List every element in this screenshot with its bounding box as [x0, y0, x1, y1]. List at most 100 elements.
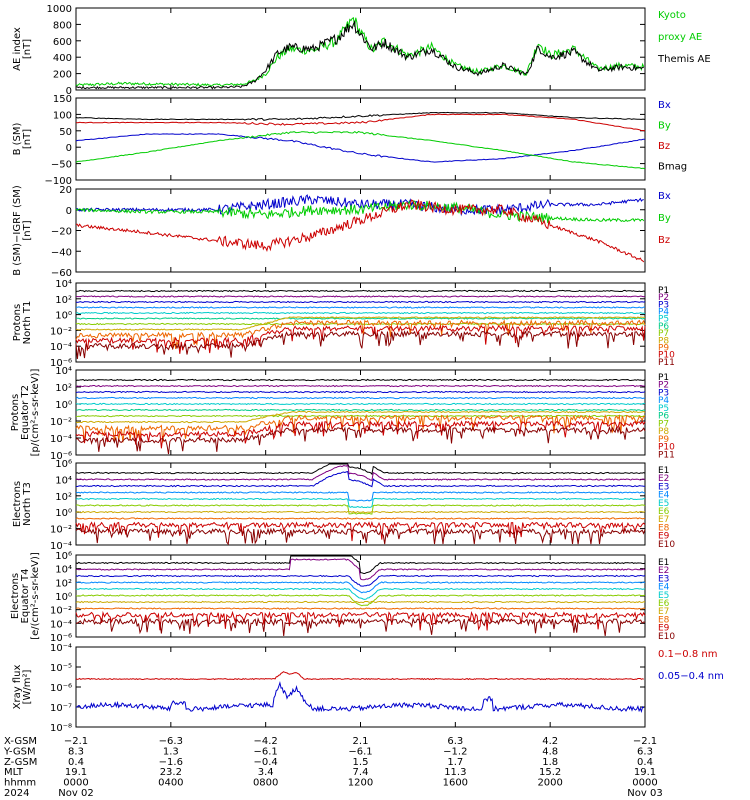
panel-et4: 10⁶ 10⁴ 10² 10⁰ 10⁻² 10⁻⁴ 10⁻⁶ Electrons Equator…	[10, 551, 675, 644]
flux-channel-line	[75, 295, 646, 298]
legend-entry: P6	[658, 412, 669, 422]
y-tick-label: 10²	[55, 295, 72, 306]
y-tick-label: 10⁴	[55, 366, 72, 377]
panel-pt2: 10⁴ 10² 10⁰ 10⁻² 10⁻⁴ 10⁻⁶ Protons Equator T2 [p…	[10, 366, 675, 462]
flux-channel-line	[75, 408, 646, 412]
orbit-cell: 6.3	[447, 736, 463, 747]
legend-entry: P2	[658, 293, 669, 303]
y-tick-label: 150	[53, 94, 72, 105]
orbit-cell: −1.6	[159, 757, 183, 768]
y-tick-label: −100	[45, 176, 72, 187]
orbit-cell: 0.4	[68, 757, 84, 768]
y-tick-label: 10⁻⁶	[50, 358, 72, 369]
y-tick-label: 10⁻⁷	[50, 703, 72, 714]
orbit-cell: −6.1	[348, 746, 372, 757]
series-b-sm-bmag	[75, 111, 646, 121]
y-tick-label: 10⁻⁴	[50, 434, 72, 445]
legend-entry: E2	[658, 474, 669, 484]
y-tick-label: 10⁻⁴	[50, 643, 72, 654]
flux-channel-line	[75, 419, 646, 449]
xray-long-line	[75, 671, 644, 681]
orbit-cell: 1600	[443, 778, 468, 789]
y-tick-label: 10⁴	[55, 279, 72, 290]
orbit-cell: 0400	[158, 778, 183, 789]
flux-channel-line	[75, 463, 646, 476]
legend-entry: P10	[658, 443, 675, 453]
legend-entry: E3	[658, 482, 669, 492]
series-b-igrf-bz	[76, 198, 645, 263]
legend-entry: E6	[658, 507, 670, 517]
flux-channel-line	[75, 517, 646, 520]
legend-entry: E8	[658, 523, 670, 533]
series-b-sm-bz	[75, 113, 646, 132]
flux-channel-line	[75, 318, 646, 350]
flux-channel-line	[75, 491, 646, 502]
flux-channel-line	[75, 510, 646, 514]
y-axis-label: Equator T4	[20, 569, 31, 624]
panel-xray: 10⁻⁴ 10⁻⁵ 10⁻⁶ 10⁻⁷ 10⁻⁸ Xray flux [W/m²] 0.1−0…	[12, 643, 724, 734]
orbit-cell: 4.8	[542, 746, 558, 757]
legend-entry: E10	[658, 540, 675, 550]
y-tick-label: 10⁴	[55, 475, 72, 486]
panel-ae: 1000 800 600 400 200 0 AE index [nT] Kyoto proxy …	[12, 4, 711, 97]
legend-entry: P11	[658, 450, 675, 460]
flux-channel-line	[75, 617, 646, 637]
flux-channel-line	[75, 497, 646, 509]
orbit-row-label: 2024	[4, 788, 29, 799]
legend-entry: E2	[658, 566, 669, 576]
orbit-cell: −6.3	[159, 736, 183, 747]
orbit-cell: −2.1	[64, 736, 88, 747]
series-b-sm-by	[75, 130, 646, 170]
y-axis-label: Protons	[12, 304, 23, 341]
legend-entry: P4	[658, 308, 669, 318]
y-axis-label: Protons	[10, 394, 21, 431]
orbit-cell: 1200	[348, 778, 373, 789]
legend-entry: E9	[658, 532, 670, 542]
legend-entry: P7	[658, 329, 669, 339]
flux-channels	[75, 378, 646, 455]
orbit-cell: 2000	[537, 778, 562, 789]
flux-channel-line	[75, 384, 646, 388]
orbit-cell: 11.3	[444, 767, 466, 778]
y-tick-label: 10⁻⁴	[50, 342, 72, 353]
orbit-cell: 15.2	[539, 767, 561, 778]
y-axis-label: [e/(cm²-s-sr-keV)]	[30, 552, 41, 640]
orbit-cell: 0000	[63, 778, 88, 789]
y-tick-label: 50	[59, 127, 72, 138]
flux-channels	[75, 555, 646, 637]
y-tick-label: 10²	[55, 578, 72, 589]
y-axis-label: [nT]	[22, 39, 33, 59]
legend-entry: Bz	[658, 235, 670, 246]
y-tick-label: −60	[51, 268, 72, 279]
flux-channel-line	[76, 471, 645, 488]
orbit-cell: 2.1	[353, 736, 369, 747]
y-tick-label: 10⁴	[55, 565, 72, 576]
flux-channel-line	[75, 316, 646, 331]
legend-entry: P3	[658, 300, 669, 310]
y-axis-label: Electrons	[10, 573, 21, 619]
legend-entry: P7	[658, 419, 669, 429]
series-b-sm-bx	[75, 133, 646, 163]
y-axis-label: [nT]	[22, 129, 33, 149]
panel-bsm: 150 100 50 0 −50 −100 B (SM) [nT] Bx By Bz Bmag	[12, 94, 687, 187]
legend-entry: By	[658, 121, 671, 132]
orbit-table: X-GSMY-GSMZ-GSMMLThhmm2024−2.18.30.419.1…	[3, 736, 663, 799]
orbit-cell: 1.7	[447, 757, 463, 768]
flux-channel-line	[75, 464, 646, 481]
orbit-cell: 1.5	[353, 757, 369, 768]
legend-entry: By	[658, 213, 671, 224]
legend-entry: E9	[658, 624, 670, 634]
legend-entry: Bz	[658, 141, 670, 152]
series-themis-ae	[76, 20, 644, 90]
y-tick-label: 10⁶	[55, 459, 72, 470]
flux-channel-line	[75, 324, 646, 354]
y-tick-label: 10²	[55, 492, 72, 503]
y-axis-label: B (SM)−IGRF (SM)	[12, 185, 23, 276]
legend-entry: E8	[658, 615, 670, 625]
flux-channel-line	[75, 581, 646, 594]
y-axis-label: Electrons	[12, 481, 23, 527]
flux-channel-line	[75, 587, 646, 600]
orbit-cell: −4.2	[254, 736, 278, 747]
legend-entry: E6	[658, 599, 670, 609]
flux-channel-line	[75, 289, 646, 293]
